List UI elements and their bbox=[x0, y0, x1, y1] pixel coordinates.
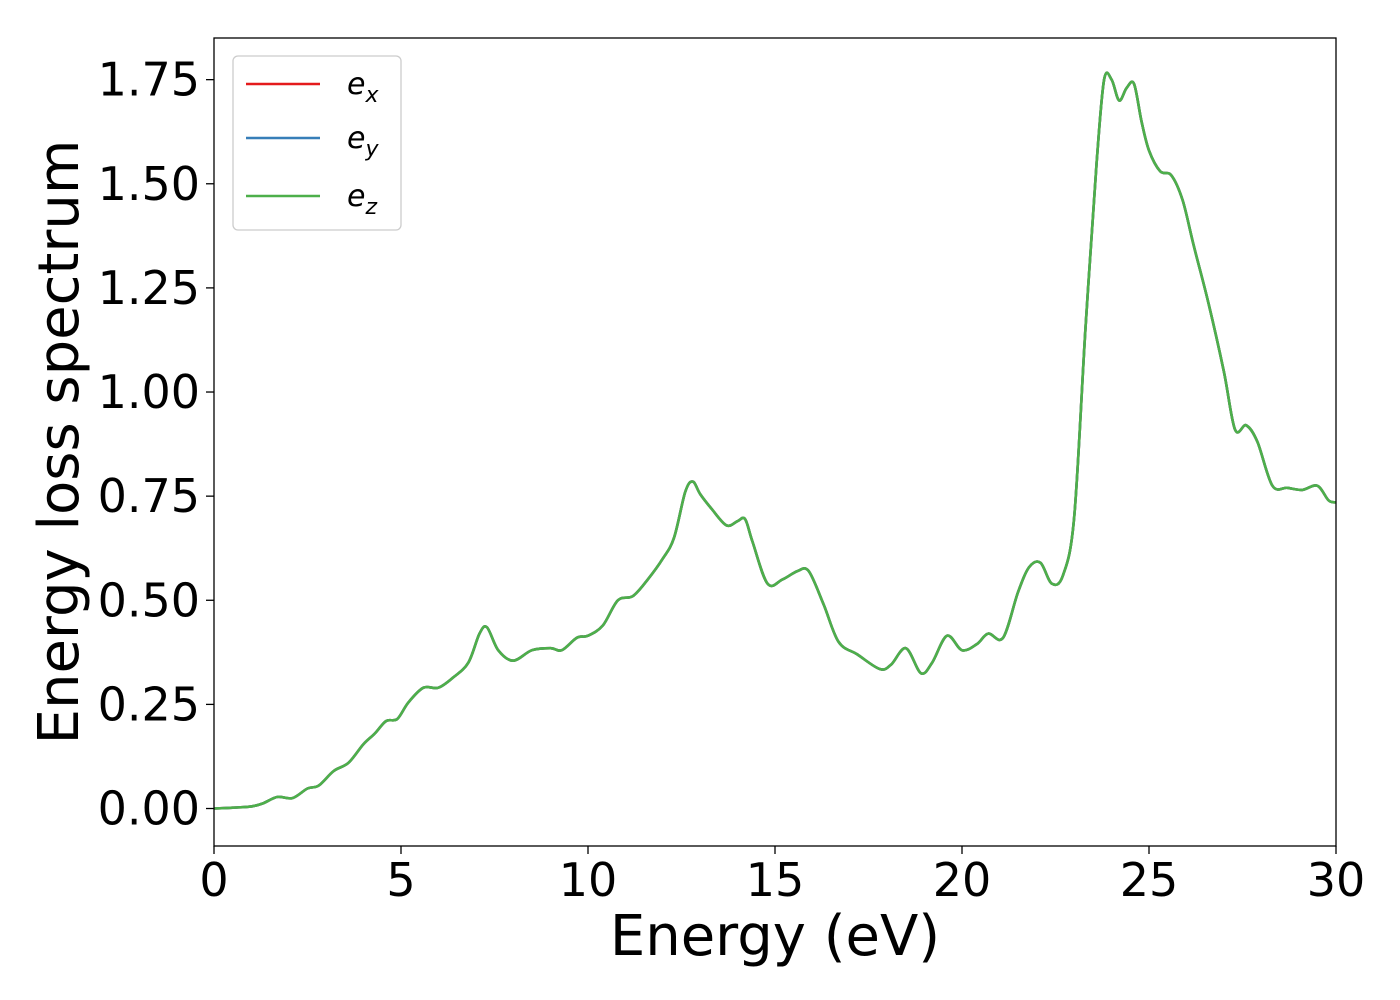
x-tick-label: 0 bbox=[199, 853, 228, 907]
legend-label-base: e bbox=[347, 179, 365, 214]
y-tick-label: 1.75 bbox=[98, 53, 200, 107]
x-tick-label: 15 bbox=[746, 853, 805, 907]
series-line-ez bbox=[213, 71, 1337, 810]
x-axis-ticks: 0 5 10 15 20 25 30 bbox=[199, 846, 1365, 907]
y-axis-label: Energy loss spectrum bbox=[27, 140, 92, 745]
y-tick-label: 1.25 bbox=[98, 261, 200, 315]
x-tick-label: 25 bbox=[1120, 853, 1179, 907]
y-axis-ticks: 0.00 0.25 0.50 0.75 1.00 1.25 1.50 1.75 bbox=[98, 53, 214, 836]
legend-label-ex: ex bbox=[347, 67, 379, 108]
x-tick-label: 10 bbox=[559, 853, 618, 907]
legend-label-ey: ey bbox=[347, 121, 379, 162]
x-tick-label: 30 bbox=[1307, 853, 1366, 907]
legend-label-ez: ez bbox=[347, 179, 377, 220]
y-tick-label: 1.50 bbox=[98, 157, 200, 211]
y-tick-label: 1.00 bbox=[98, 365, 200, 419]
legend-label-subscript: y bbox=[364, 137, 379, 162]
y-tick-label: 0.75 bbox=[98, 469, 200, 523]
x-axis-label: Energy (eV) bbox=[610, 904, 940, 969]
legend-label-base: e bbox=[347, 67, 365, 102]
legend-label-subscript: z bbox=[364, 195, 377, 220]
series-lines bbox=[213, 71, 1337, 810]
legend-box bbox=[232, 55, 402, 231]
legend-label-base: e bbox=[347, 121, 365, 156]
legend-label-subscript: x bbox=[364, 83, 379, 108]
y-tick-label: 0.50 bbox=[98, 573, 200, 627]
x-tick-label: 5 bbox=[386, 853, 415, 907]
y-tick-label: 0.25 bbox=[98, 677, 200, 731]
x-tick-label: 20 bbox=[933, 853, 992, 907]
y-tick-label: 0.00 bbox=[98, 782, 200, 836]
